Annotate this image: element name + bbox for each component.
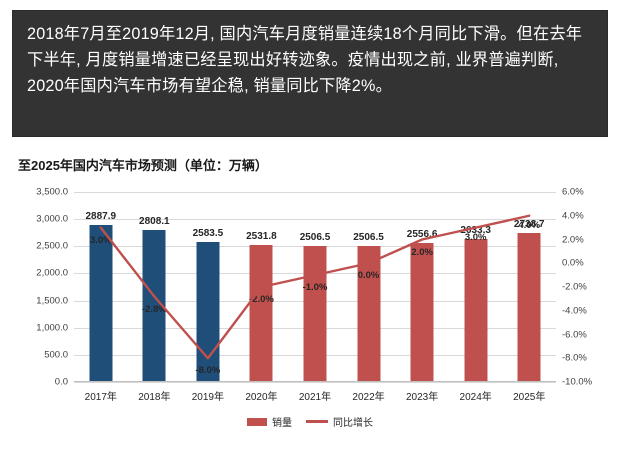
x-tick-label: 2023年: [405, 392, 439, 403]
callout-box: 2018年7月至2019年12月, 国内汽车月度销量连续18个月同比下滑。但在去…: [12, 10, 608, 137]
y-tick-left: 1,000.0: [36, 322, 68, 334]
y-tick-left: 0.0: [54, 376, 68, 388]
growth-value-label: -1.0%: [302, 282, 328, 294]
gridline: [74, 192, 556, 193]
bar-value-label: 2531.8: [246, 230, 277, 242]
x-tick-label: 2025年: [513, 392, 546, 403]
y-tick-right: -2.0%: [562, 281, 587, 293]
x-tick-label: 2019年: [191, 392, 224, 403]
y-tick-right: -8.0%: [562, 352, 587, 364]
chart-title: 至2025年国内汽车市场预测（单位：万辆）: [18, 158, 268, 173]
x-axis-line: [74, 381, 556, 382]
bar[interactable]: [196, 241, 220, 382]
bar[interactable]: [357, 245, 381, 382]
bar[interactable]: [410, 243, 434, 382]
x-tick-label: 2022年: [352, 392, 385, 403]
x-tick-label: 2024年: [459, 392, 492, 403]
bar-slot: 2738.7 4.0%: [502, 192, 556, 382]
y-tick-right: -6.0%: [562, 329, 587, 340]
y-tick-right: 6.0%: [562, 186, 584, 198]
legend-item-sales: 销量: [247, 414, 292, 429]
bar-slot: 2887.9 3.0%: [74, 192, 128, 382]
y-tick-right: 4.0%: [562, 210, 584, 222]
bar-series: 2887.9 3.0% 2808.1 -2.8% 2583.5 -8.0% 2531.8 -2…: [74, 192, 556, 382]
bar[interactable]: [517, 233, 541, 382]
x-tick-label: 2018年: [138, 392, 171, 403]
y-tick-right: -10.0%: [562, 376, 593, 388]
line-swatch-icon: [306, 420, 328, 423]
bar-value-label: 2887.9: [85, 211, 117, 223]
y-tick-right: -4.0%: [562, 305, 587, 317]
y-tick-left: 3,500.0: [36, 186, 68, 198]
bar-value-label: 2506.5: [353, 231, 384, 243]
growth-value-label: 3.0%: [464, 231, 487, 243]
legend-label-sales: 销量: [272, 418, 292, 429]
y-tick-left: 2,000.0: [36, 267, 68, 279]
growth-value-label: -8.0%: [195, 365, 221, 377]
growth-value-label: 4.0%: [518, 219, 541, 231]
x-axis-labels: 2017年 2018年 2019年 2020年 2021年 2022年 2023年 2024年…: [74, 386, 556, 404]
y-tick-left: 3,000.0: [36, 213, 68, 225]
bar-swatch-icon: [247, 417, 267, 426]
bar-slot: 2556.6 2.0%: [395, 192, 449, 382]
callout-text: 2018年7月至2019年12月, 国内汽车月度销量连续18个月同比下滑。但在去…: [27, 25, 583, 95]
bar-value-label: 2506.5: [299, 231, 331, 243]
x-tick-label: 2021年: [298, 392, 332, 403]
bar[interactable]: [249, 244, 273, 382]
bar-value-label: 2583.5: [192, 227, 224, 239]
bar-value-label: 2808.1: [139, 215, 170, 227]
bar[interactable]: [89, 225, 113, 382]
gridline: [74, 382, 556, 383]
plot-area: 2887.9 3.0% 2808.1 -2.8% 2583.5 -8.0% 2531.8 -2…: [74, 192, 556, 383]
x-tick-label: 2017年: [84, 392, 117, 403]
y-tick-left: 2,500.0: [36, 240, 68, 252]
growth-value-label: -2.8%: [141, 303, 167, 315]
x-tick-label: 2020年: [245, 392, 278, 403]
y-tick-left: 500.0: [44, 349, 68, 361]
bar-slot: 2531.8 -2.0%: [235, 192, 289, 382]
chart-legend: 销量 同比增长: [12, 414, 608, 429]
growth-value-label: 3.0%: [89, 234, 112, 246]
legend-item-growth: 同比增长: [306, 414, 373, 429]
bar[interactable]: [303, 245, 327, 382]
y-tick-left: 1,500.0: [36, 295, 68, 307]
growth-value-label: 2.0%: [411, 246, 433, 258]
bar-slot: 2633.3 3.0%: [449, 192, 503, 382]
growth-value-label: 0.0%: [357, 270, 380, 282]
bar-slot: 2808.1 -2.8%: [128, 192, 182, 382]
bar-slot: 2583.5 -8.0%: [181, 192, 235, 382]
bar-slot: 2506.5 0.0%: [342, 192, 396, 382]
legend-label-growth: 同比增长: [333, 418, 373, 429]
y-tick-right: 2.0%: [562, 234, 584, 245]
bar-slot: 2506.5 -1.0%: [288, 192, 342, 382]
bar-value-label: 2556.6: [406, 229, 438, 241]
growth-value-label: -2.0%: [249, 294, 274, 305]
combo-chart: 0.0 500.0 1,000.0 1,500.0 2,000.0 2,500.0 3,00…: [12, 182, 608, 430]
bar[interactable]: [464, 239, 488, 382]
y-tick-right: 0.0%: [562, 257, 584, 269]
